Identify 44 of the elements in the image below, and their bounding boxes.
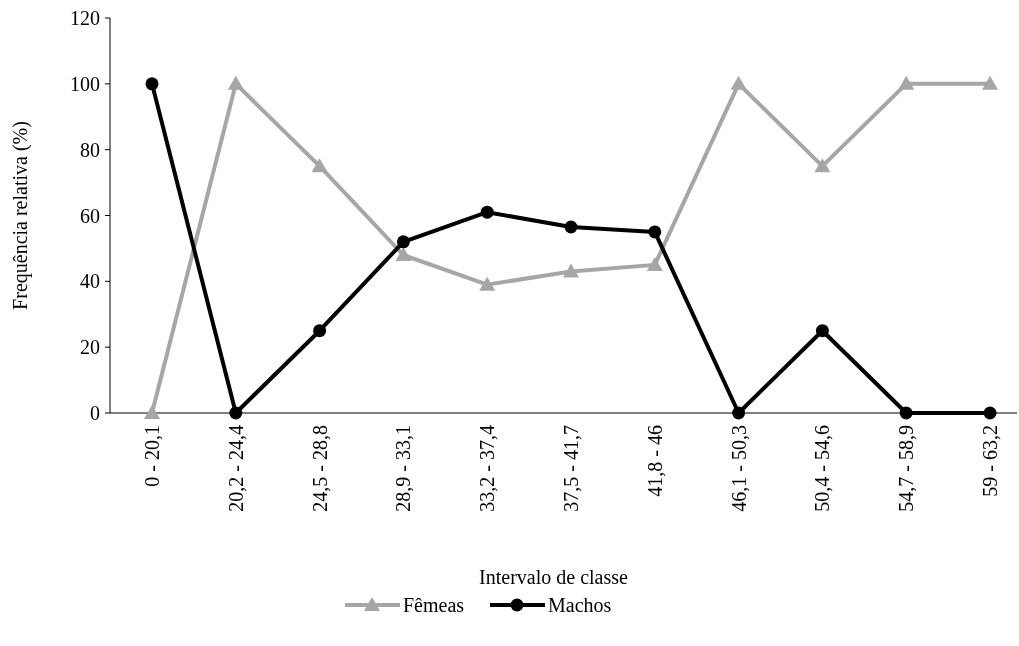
y-tick-label: 80 — [80, 138, 100, 161]
point — [227, 75, 244, 90]
point — [646, 256, 663, 271]
point — [648, 225, 662, 239]
x-axis-title: Intervalo de classe — [479, 566, 629, 588]
point — [899, 406, 913, 420]
y-tick-label: 40 — [80, 270, 100, 293]
point — [144, 405, 160, 419]
point — [730, 75, 747, 90]
point — [229, 406, 243, 420]
x-tick-label: 54,7 - 58,9 — [895, 425, 918, 512]
y-tick-label: 60 — [80, 204, 100, 227]
point — [732, 406, 746, 420]
y-tick-label: 0 — [90, 402, 100, 424]
x-tick-label: 41,8 - 46 — [643, 425, 666, 497]
y-tick-label: 20 — [80, 336, 100, 359]
point — [983, 406, 997, 420]
x-tick-label: 50,4 - 54,6 — [811, 425, 834, 512]
x-tick-label: 0 - 20,1 — [141, 425, 163, 487]
legend-label: Machos — [548, 594, 612, 616]
y-axis-title: Frequência relativa (%) — [9, 121, 32, 310]
point — [480, 205, 494, 219]
x-tick-label: 20,2 - 24,4 — [224, 425, 247, 512]
point — [479, 276, 496, 291]
y-tick-label: 120 — [70, 7, 100, 29]
point — [563, 263, 579, 278]
y-tick-label: 100 — [70, 72, 100, 95]
point — [898, 75, 915, 90]
point — [815, 324, 829, 338]
point — [982, 75, 998, 90]
x-tick-label: 28,9 - 33,1 — [392, 425, 415, 512]
x-tick-label: 59 - 63,2 — [979, 425, 1001, 497]
point — [396, 235, 410, 249]
x-tick-label: 46,1 - 50,3 — [727, 425, 750, 512]
point — [814, 158, 831, 173]
point — [395, 247, 412, 261]
x-tick-label: 33,2 - 37,4 — [476, 425, 499, 512]
point — [145, 77, 159, 91]
legend-label: Fêmeas — [403, 594, 465, 616]
x-tick-label: 37,5 - 41,7 — [560, 425, 582, 512]
point — [313, 324, 327, 338]
point — [311, 158, 328, 173]
point — [564, 220, 578, 234]
x-tick-label: 24,5 - 28,8 — [308, 425, 331, 512]
